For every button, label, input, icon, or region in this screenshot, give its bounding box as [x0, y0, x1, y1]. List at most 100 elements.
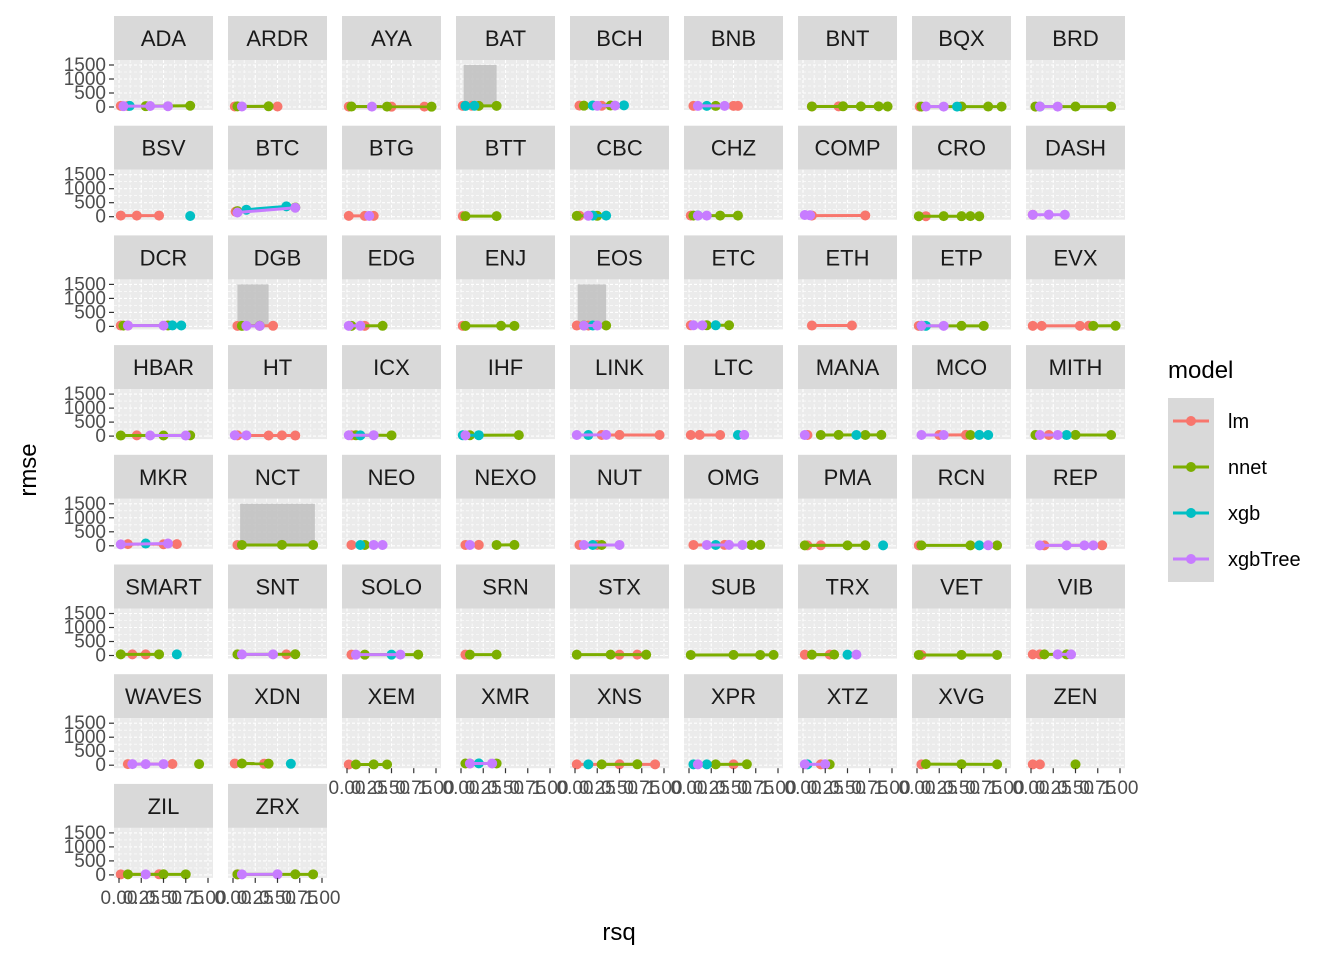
point-lm	[1035, 759, 1045, 769]
point-nnet	[606, 650, 616, 660]
legend-key-point-lm	[1186, 416, 1196, 426]
fit-line-xgbTree	[121, 544, 168, 545]
facet-panel-btg: BTG	[342, 126, 441, 221]
point-xgbTree	[693, 759, 703, 769]
point-xgbTree	[610, 101, 620, 111]
facet-panel-etc: ETC	[684, 235, 783, 330]
point-xgbTree	[572, 430, 582, 440]
confidence-band	[240, 504, 315, 546]
facet-strip-label: HBAR	[133, 355, 194, 380]
point-xgbTree	[939, 102, 949, 112]
point-nnet	[724, 320, 734, 330]
point-xgb	[601, 211, 611, 221]
point-xgb	[878, 540, 888, 550]
y-tick-label: 1500	[64, 713, 106, 734]
facet-strip-label: HT	[263, 355, 292, 380]
point-xgbTree	[268, 649, 278, 659]
point-nnet	[496, 321, 506, 331]
point-lm	[655, 430, 665, 440]
point-xgbTree	[465, 759, 475, 769]
point-xgb	[172, 649, 182, 659]
legend-title: model	[1168, 357, 1233, 384]
facet-panel-xdn: XDN	[228, 674, 327, 769]
point-xgbTree	[916, 430, 926, 440]
point-xgbTree	[163, 101, 173, 111]
point-xgb	[355, 540, 365, 550]
point-xgbTree	[601, 430, 611, 440]
point-lm	[1097, 540, 1107, 550]
point-nnet	[308, 869, 318, 879]
y-tick-label: 1500	[64, 494, 106, 515]
facet-strip-label: LINK	[595, 355, 644, 380]
point-xgbTree	[1035, 102, 1045, 112]
point-nnet	[992, 650, 1002, 660]
point-xgbTree	[800, 759, 810, 769]
point-nnet	[860, 540, 870, 550]
facet-panel-stx: STX	[570, 565, 669, 660]
facet-strip-label: XEM	[368, 684, 416, 709]
point-nnet	[957, 211, 967, 221]
point-xgb	[974, 430, 984, 440]
facet-panel-bqx: BQX	[912, 16, 1011, 112]
point-xgbTree	[615, 540, 625, 550]
point-nnet	[1111, 321, 1121, 331]
point-nnet	[1106, 430, 1116, 440]
point-xgbTree	[241, 321, 251, 331]
facet-panel-edg: EDG	[342, 235, 441, 330]
point-nnet	[914, 211, 924, 221]
facet-strip-label: EOS	[596, 245, 642, 270]
facet-strip-label: SMART	[125, 575, 202, 600]
point-xgbTree	[369, 540, 379, 550]
point-nnet	[1071, 759, 1081, 769]
point-nnet	[914, 650, 924, 660]
facet-panel-bat: BAT	[456, 16, 555, 111]
point-lm	[264, 430, 274, 440]
facet-strip-label: ETH	[826, 245, 870, 270]
facet-panel-trx: TRX	[798, 565, 897, 660]
point-xgbTree	[1053, 649, 1063, 659]
point-nnet	[572, 211, 582, 221]
point-xgbTree	[983, 540, 993, 550]
point-nnet	[492, 211, 502, 221]
point-xgbTree	[241, 430, 251, 440]
point-nnet	[965, 211, 975, 221]
facet-strip-label: MKR	[139, 465, 188, 490]
facet-strip-label: DGB	[254, 245, 302, 270]
facet-panel-pma: PMA	[798, 455, 897, 551]
point-nnet	[154, 649, 164, 659]
facet-panel-etp: ETP	[912, 235, 1011, 330]
facet-panel-eth: ETH	[798, 235, 897, 330]
facet-strip-label: EVX	[1053, 245, 1097, 270]
facet-panel-ardr: ARDR	[228, 16, 327, 111]
point-xgbTree	[592, 101, 602, 111]
facet-panel-bnt: BNT	[798, 16, 897, 111]
facet-strip-label: IHF	[488, 355, 523, 380]
point-nnet	[1071, 430, 1081, 440]
facet-panel-snt: SNT	[228, 565, 327, 660]
point-xgbTree	[395, 650, 405, 660]
facet-panel-link: LINK	[570, 345, 669, 440]
point-lm	[268, 321, 278, 331]
point-xgbTree	[344, 430, 354, 440]
point-nnet	[983, 102, 993, 112]
point-xgbTree	[1053, 102, 1063, 112]
point-xgbTree	[159, 321, 169, 331]
point-lm	[860, 210, 870, 220]
point-lm	[132, 211, 142, 221]
point-xgb	[583, 759, 593, 769]
point-nnet	[957, 650, 967, 660]
facet-strip-label: ICX	[373, 355, 410, 380]
facet-strip-label: BCH	[596, 26, 642, 51]
point-nnet	[974, 211, 984, 221]
point-xgbTree	[465, 540, 475, 550]
point-xgbTree	[1053, 430, 1063, 440]
facet-strip-label: BQX	[938, 26, 985, 51]
point-nnet	[277, 540, 287, 550]
facet-strip-label: BSV	[141, 136, 185, 161]
point-nnet	[711, 759, 721, 769]
